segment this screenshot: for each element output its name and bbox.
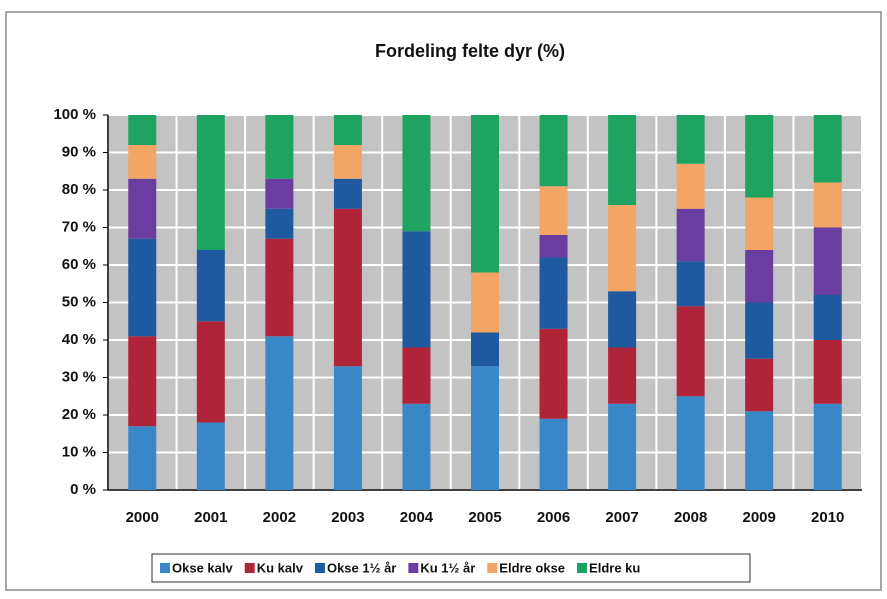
bar-segment	[333, 115, 362, 145]
bar-segment	[265, 238, 294, 337]
bar-segment	[539, 418, 568, 490]
bar-segment	[813, 340, 842, 404]
bar-segment	[196, 250, 225, 322]
bar-segment	[196, 115, 225, 250]
legend-label: Okse kalv	[172, 560, 233, 575]
y-tick-label: 30 %	[62, 368, 96, 385]
y-tick-label: 90 %	[62, 143, 96, 160]
bar-segment	[333, 366, 362, 490]
legend-swatch	[577, 563, 588, 573]
bar-segment	[813, 295, 842, 340]
bar-segment	[608, 403, 637, 490]
chart-title: Fordeling felte dyr (%)	[375, 41, 565, 61]
bar-segment	[676, 115, 705, 164]
bar-segment	[402, 115, 431, 232]
bar-segment	[333, 145, 362, 179]
bar-segment	[402, 231, 431, 348]
x-tick-label: 2006	[537, 509, 570, 526]
legend-label: Eldre okse	[499, 560, 565, 575]
bar-segment	[745, 197, 774, 250]
legend-label: Ku kalv	[257, 560, 304, 575]
bar-segment	[471, 332, 499, 367]
x-tick-label: 2000	[126, 509, 159, 526]
y-tick-label: 80 %	[62, 181, 96, 198]
bar-segment	[676, 163, 705, 209]
bar-segment	[265, 178, 294, 209]
bar-segment	[265, 208, 294, 239]
y-tick-label: 50 %	[62, 293, 96, 310]
x-tick-label: 2005	[468, 509, 501, 526]
x-tick-label: 2008	[674, 509, 707, 526]
bar-segment	[128, 115, 157, 145]
bar-segment	[333, 178, 362, 209]
bar-segment	[745, 358, 774, 412]
x-tick-label: 2007	[605, 509, 638, 526]
legend-swatch	[314, 563, 325, 573]
bar-segment	[608, 291, 637, 348]
bar-segment	[539, 186, 568, 235]
bar-segment	[402, 403, 431, 490]
bar-segment	[333, 208, 362, 367]
x-tick-label: 2003	[331, 509, 364, 526]
bar-segment	[608, 347, 637, 404]
y-tick-label: 60 %	[62, 256, 96, 273]
bar-segment	[676, 261, 705, 307]
y-tick-label: 40 %	[62, 331, 96, 348]
bar-segment	[128, 238, 157, 337]
legend-swatch	[244, 563, 255, 573]
bar-segment	[402, 347, 431, 404]
bar-segment	[745, 250, 774, 303]
x-tick-label: 2009	[742, 509, 775, 526]
bar-segment	[745, 411, 774, 490]
bar-segment	[265, 115, 294, 179]
bar-segment	[608, 205, 637, 292]
bar-segment	[471, 272, 499, 333]
bar-segment	[196, 321, 225, 423]
legend-label: Okse 1½ år	[327, 560, 396, 575]
legend-swatch	[487, 563, 498, 573]
bar-segment	[128, 178, 157, 239]
legend-label: Eldre ku	[589, 560, 640, 575]
legend-swatch	[160, 563, 170, 573]
bar-segment	[539, 328, 568, 419]
bar-segment	[745, 115, 774, 198]
bar-segment	[471, 366, 499, 490]
bar-segment	[676, 396, 705, 490]
bar-segment	[608, 115, 637, 205]
x-tick-label: 2001	[194, 509, 227, 526]
bar-segment	[265, 336, 294, 490]
legend-swatch	[408, 563, 419, 573]
y-tick-label: 10 %	[62, 443, 96, 460]
bar-segment	[813, 403, 842, 490]
y-tick-label: 20 %	[62, 406, 96, 423]
bar-segment	[539, 115, 568, 187]
y-tick-label: 100 %	[53, 106, 96, 123]
bar-segment	[471, 115, 499, 273]
x-tick-label: 2002	[263, 509, 296, 526]
y-tick-label: 70 %	[62, 218, 96, 235]
x-tick-label: 2010	[811, 509, 844, 526]
bar-segment	[676, 208, 705, 262]
bar-segment	[128, 426, 157, 490]
bar-segment	[676, 306, 705, 397]
bar-segment	[539, 257, 568, 329]
bar-segment	[539, 235, 568, 258]
bar-segment	[813, 115, 842, 183]
bar-segment	[745, 302, 774, 359]
bar-segment	[813, 227, 842, 295]
bar-segment	[128, 145, 157, 179]
bar-segment	[813, 182, 842, 228]
y-tick-label: 0 %	[70, 481, 96, 498]
bar-segment	[128, 336, 157, 427]
x-tick-label: 2004	[400, 509, 434, 526]
legend-label: Ku 1½ år	[420, 560, 475, 575]
bar-segment	[196, 422, 225, 490]
